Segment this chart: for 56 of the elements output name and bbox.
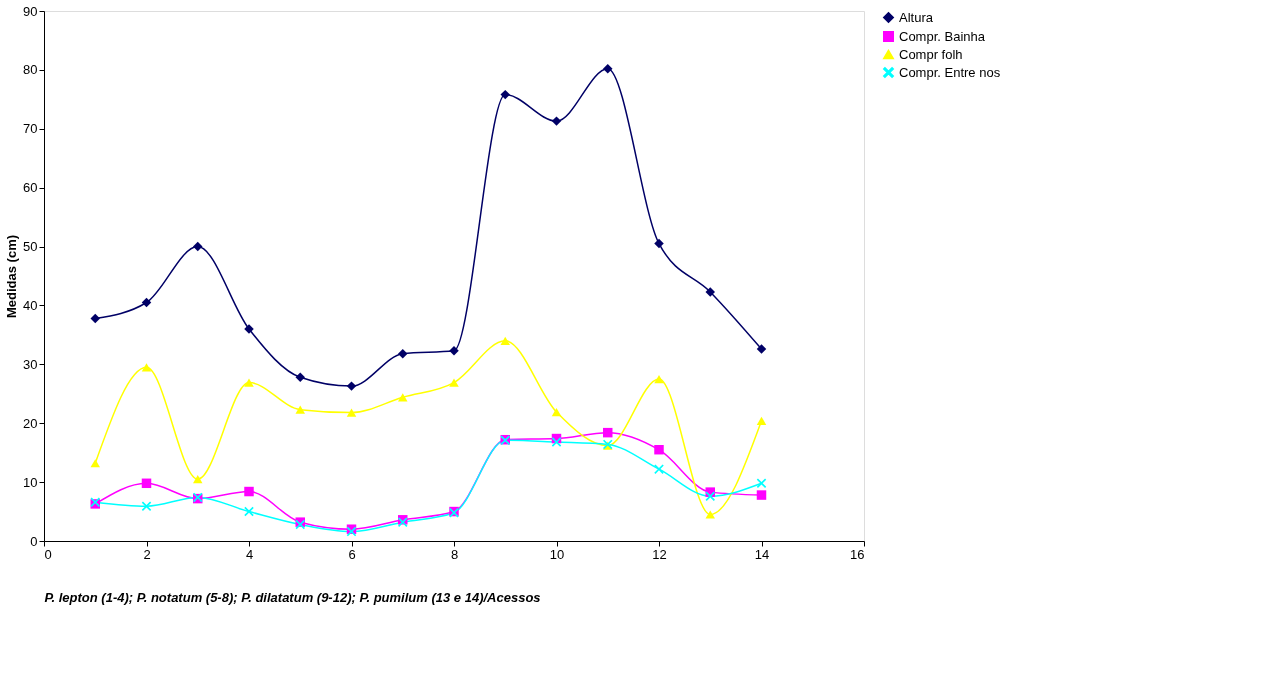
point <box>654 238 664 249</box>
point <box>295 372 305 383</box>
point <box>551 407 562 417</box>
point <box>141 363 152 372</box>
point <box>756 344 767 354</box>
point <box>705 287 715 297</box>
point <box>193 475 203 484</box>
point <box>756 490 767 500</box>
x-tick-label: 16 <box>850 546 865 562</box>
x-axis-title: P. lepton (1-4); P. notatum (5-8); P. dilatatum (9-12); P. pumilum (13 e 14)/Acessos <box>44 589 541 605</box>
x-tick-label: 0 <box>44 546 52 562</box>
y-axis-title: Medidas (cm) <box>4 234 20 319</box>
point <box>90 459 100 468</box>
point <box>654 374 664 384</box>
y-tick-label: 70 <box>23 121 38 137</box>
y-tick-label: 30 <box>23 356 38 372</box>
point <box>346 381 357 391</box>
x-tick-label: 2 <box>143 546 151 562</box>
x-tick-label: 12 <box>652 546 667 562</box>
legend-label: Compr. Bainha <box>899 28 986 44</box>
y-tick-label: 20 <box>23 415 38 431</box>
point <box>398 348 408 359</box>
point <box>449 378 459 387</box>
point <box>603 427 613 438</box>
point <box>654 464 664 474</box>
y-tick-label: 90 <box>23 3 38 19</box>
point <box>500 89 510 100</box>
point <box>193 241 203 252</box>
point <box>244 378 254 387</box>
point <box>295 405 305 414</box>
point <box>90 313 100 324</box>
y-tick-label: 50 <box>23 239 38 255</box>
x-tick-label: 10 <box>549 546 565 562</box>
point <box>500 336 510 345</box>
point <box>551 116 562 126</box>
point <box>141 297 152 308</box>
legend-label: Compr. Entre nos <box>899 64 1001 80</box>
y-tick-label: 10 <box>23 474 38 490</box>
x-tick-label: 6 <box>348 546 356 562</box>
y-tick-label: 80 <box>23 62 38 78</box>
legend-label: Altura <box>899 9 934 25</box>
point <box>705 510 715 519</box>
point <box>244 486 254 497</box>
y-tick-label: 0 <box>30 533 38 549</box>
point <box>756 416 767 425</box>
y-tick-label: 60 <box>23 180 38 196</box>
y-tick-label: 40 <box>23 297 38 313</box>
x-tick-label: 8 <box>450 546 459 562</box>
point <box>603 63 613 74</box>
x-tick-label: 4 <box>245 546 254 562</box>
point <box>654 444 664 455</box>
point <box>141 478 152 489</box>
point <box>346 408 357 417</box>
legend-label: Compr folh <box>899 46 963 62</box>
x-tick-label: 14 <box>754 546 770 562</box>
point <box>705 491 715 501</box>
